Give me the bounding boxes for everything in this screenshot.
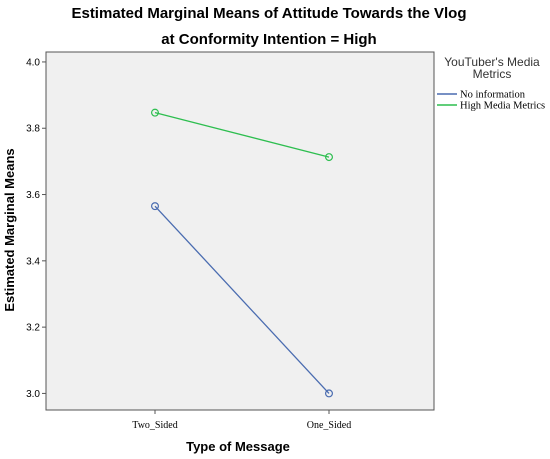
y-tick-label: 3.2: [26, 323, 40, 334]
y-tick-label: 3.6: [26, 190, 40, 201]
plot-area: [45, 51, 435, 411]
x-tick-label: Two_Sided: [132, 420, 177, 431]
data-point: [325, 389, 334, 398]
data-point: [151, 108, 160, 117]
series-line: [154, 205, 330, 394]
legend-title-line2: Metrics: [473, 67, 512, 81]
x-axis-title: Type of Message: [186, 439, 290, 454]
y-axis-ticks: 3.0 3.2 3.4 3.6 3.8 4.0: [26, 57, 46, 400]
x-tick-label: One_Sided: [307, 420, 351, 431]
legend-label: High Media Metrics: [460, 101, 545, 112]
x-axis-ticks: Two_Sided One_Sided: [132, 410, 351, 431]
chart-subtitle: at Conformity Intention = High: [161, 31, 376, 48]
series-line: [154, 112, 330, 158]
y-tick-label: 4.0: [26, 57, 40, 68]
data-point: [151, 202, 160, 211]
data-point: [325, 153, 334, 162]
legend-title-line1: YouTuber's Media: [444, 55, 540, 69]
chart-title: Estimated Marginal Means of Attitude Tow…: [71, 5, 466, 22]
y-tick-label: 3.0: [26, 389, 40, 400]
y-axis-title: Estimated Marginal Means: [2, 148, 17, 311]
y-tick-label: 3.8: [26, 124, 40, 135]
y-tick-label: 3.4: [26, 256, 40, 267]
legend-label: No information: [460, 90, 526, 101]
series-layer: [151, 108, 334, 398]
